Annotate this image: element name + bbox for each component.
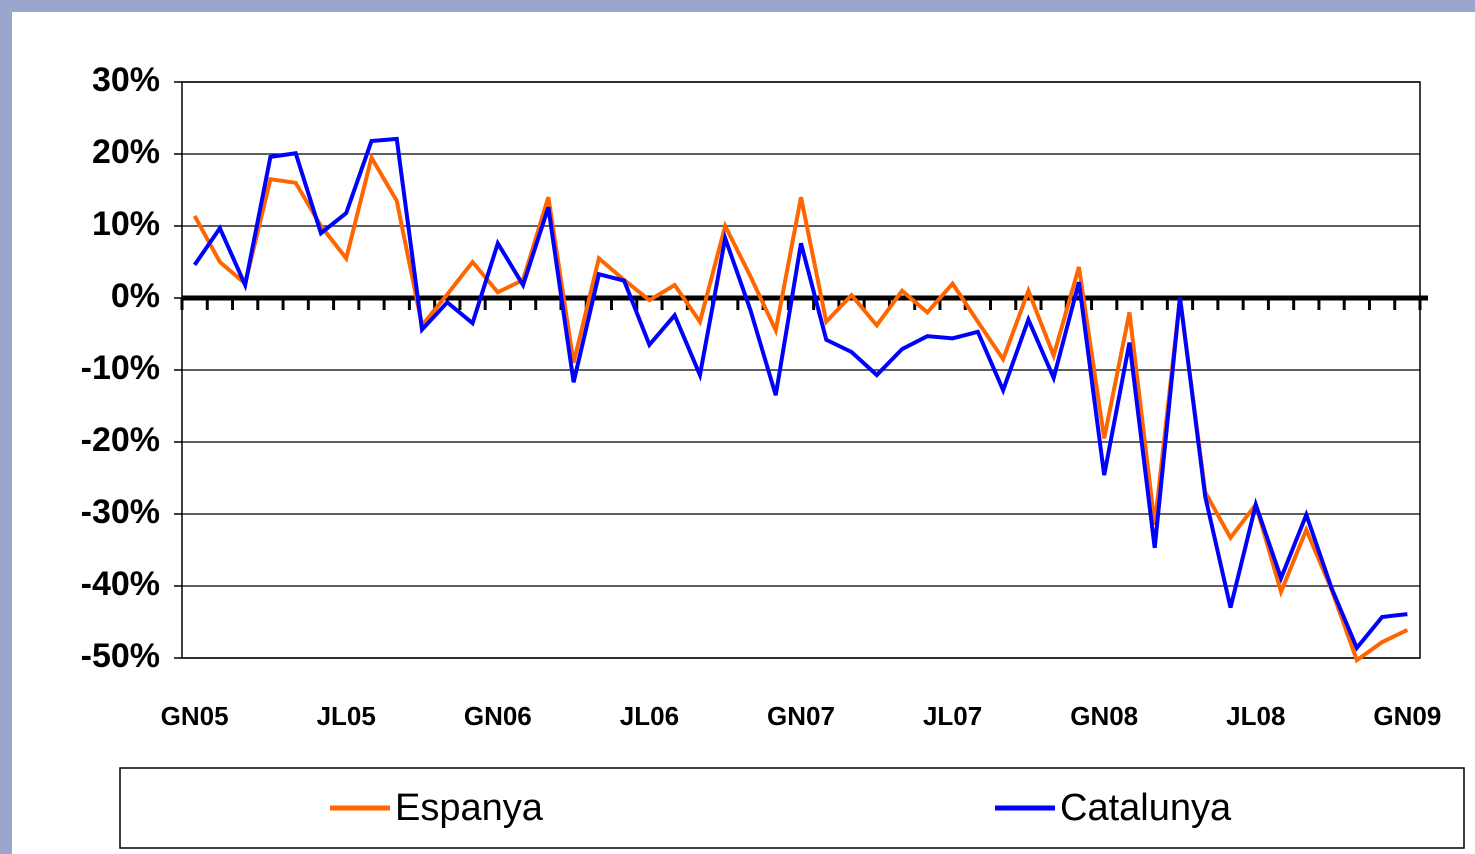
x-tick-label: JL08 [1226, 701, 1285, 731]
x-tick-label: GN06 [464, 701, 532, 731]
y-tick-label: 0% [111, 277, 160, 315]
y-tick-label: -50% [81, 637, 160, 675]
legend-label: Espanya [395, 787, 544, 829]
y-tick-label: 20% [92, 133, 160, 171]
y-tick-label: 30% [92, 61, 160, 99]
x-tick-label: JL07 [923, 701, 982, 731]
y-tick-label: -30% [81, 493, 160, 531]
series-line [192, 136, 1408, 652]
x-tick-label: GN08 [1070, 701, 1138, 731]
legend-box [119, 767, 1465, 849]
x-tick-label: JL06 [620, 701, 679, 731]
x-tick-label: JL05 [317, 701, 376, 731]
y-tick-label: -20% [81, 421, 160, 459]
y-tick-label: -10% [81, 349, 160, 387]
x-tick-label: GN09 [1373, 701, 1441, 731]
y-tick-label: -40% [81, 565, 160, 603]
x-tick-label: GN05 [161, 701, 229, 731]
y-tick-label: 10% [92, 205, 160, 243]
legend-label: Catalunya [1060, 787, 1232, 829]
x-tick-label: GN07 [767, 701, 835, 731]
